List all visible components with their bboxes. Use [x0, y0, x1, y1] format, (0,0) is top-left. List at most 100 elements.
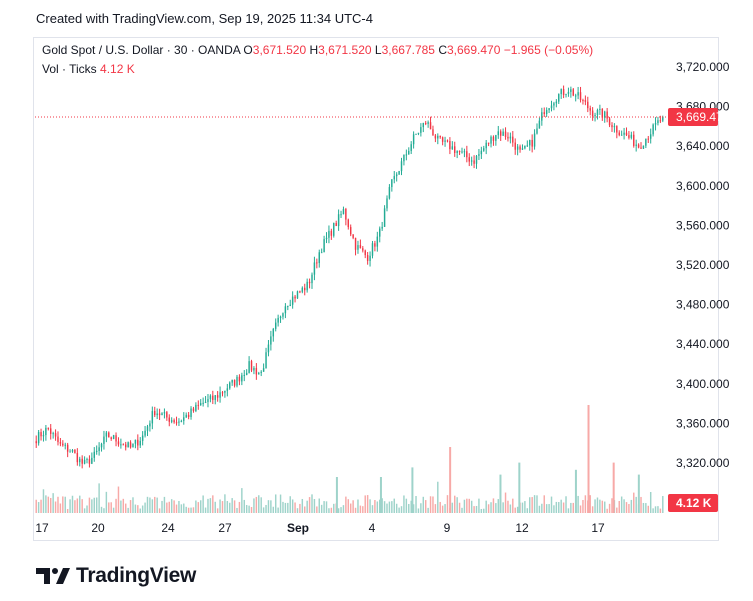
ohlc-legend: Gold Spot / U.S. Dollar · 30 · OANDA O3,…	[42, 43, 593, 57]
candle-body	[214, 395, 216, 400]
volume-bar	[294, 502, 296, 513]
volume-bar	[492, 498, 495, 513]
candle-body	[429, 122, 432, 130]
volume-bar	[441, 505, 444, 513]
volume-bar	[243, 499, 245, 513]
volume-bar	[83, 508, 86, 513]
candle-body	[657, 120, 659, 124]
volume-bar	[306, 500, 308, 513]
volume-bar	[432, 496, 434, 513]
candle-body	[299, 291, 301, 293]
candle-body	[347, 219, 350, 228]
volume-bar	[635, 496, 637, 513]
volume-bar	[649, 492, 652, 513]
volume-bar	[161, 500, 163, 513]
candle-body	[608, 118, 611, 126]
candle-body	[289, 304, 291, 307]
volume-bar	[207, 498, 209, 513]
candle-body	[444, 140, 446, 142]
volume-bar	[311, 494, 313, 513]
volume-bar	[224, 494, 226, 513]
volume-spike	[518, 462, 521, 513]
candle-body	[371, 243, 374, 256]
volume-bar	[265, 504, 267, 513]
change-value: −1.965 (−0.05%)	[503, 43, 594, 57]
price-axis[interactable]: 3,720.0003,680.0003,640.0003,600.0003,56…	[676, 60, 730, 470]
volume-bar	[485, 500, 487, 513]
candle-body	[369, 255, 371, 261]
candle-body	[274, 322, 277, 329]
candle-body	[139, 440, 141, 446]
candle-body	[221, 392, 224, 394]
volume-bar	[633, 492, 635, 513]
symbol-title[interactable]: Gold Spot / U.S. Dollar · 30 · OANDA	[42, 43, 241, 57]
volume-value-label: 4.12 K	[676, 496, 712, 510]
candle-body	[137, 439, 139, 446]
time-tick-label: 17	[591, 521, 605, 535]
candle-body	[480, 150, 483, 155]
volume-bar	[54, 501, 57, 513]
candle-body	[141, 435, 144, 441]
candle-body	[381, 226, 383, 229]
candle-body	[374, 243, 376, 247]
volume-bar	[466, 498, 468, 513]
candle-body	[623, 132, 625, 135]
time-axis[interactable]: 17 20 24 27 Sep 4 9 12 17	[35, 521, 605, 535]
candle-body	[108, 432, 110, 438]
volume-spike	[379, 477, 382, 513]
volume-bar	[333, 503, 335, 513]
volume-bar	[543, 495, 545, 513]
candle-body	[318, 252, 320, 264]
candle-body	[100, 443, 103, 448]
candle-body	[446, 140, 449, 142]
volume-bar	[577, 495, 579, 513]
low-value: 3,667.785	[381, 43, 435, 57]
volume-bar	[270, 500, 272, 513]
volume-bar	[654, 506, 657, 513]
volume-bar	[81, 499, 83, 513]
candle-body	[611, 125, 613, 128]
candle-body	[594, 115, 596, 117]
volume-spike	[411, 467, 414, 513]
candle-body	[441, 137, 444, 142]
candle-body	[570, 89, 572, 92]
candle-body	[410, 144, 412, 151]
candle-body	[642, 145, 645, 149]
volume-bar	[516, 506, 519, 513]
volume-bar	[606, 508, 608, 513]
candle-body	[120, 444, 122, 446]
volume-bar	[560, 499, 562, 513]
candle-body	[134, 439, 137, 444]
volume-bar	[381, 498, 383, 513]
candle-body	[69, 451, 71, 453]
candle-body	[625, 132, 628, 136]
volume-bar	[647, 505, 650, 513]
candle-body	[132, 443, 134, 448]
price-tick-label: 3,320.000	[676, 456, 730, 470]
candle-body	[630, 134, 633, 138]
volume-bar	[480, 508, 483, 513]
volume-bar	[570, 502, 572, 513]
volume-bar	[589, 495, 591, 513]
volume-bar	[521, 502, 524, 513]
candle-body	[124, 444, 127, 448]
candle-body	[207, 399, 209, 402]
candle-body	[76, 452, 79, 463]
candle-body	[366, 255, 369, 261]
candle-body	[541, 112, 543, 121]
volume-bar	[347, 499, 350, 513]
candle-body	[553, 103, 555, 106]
volume-bar	[483, 508, 485, 513]
candle-body	[57, 436, 59, 443]
tradingview-brand[interactable]: TradingView	[36, 564, 196, 588]
volume-bar	[490, 502, 492, 513]
volume-spike	[449, 447, 452, 513]
candle-body	[415, 133, 417, 135]
candle-body	[168, 417, 170, 422]
time-tick-label: Sep	[287, 521, 309, 535]
candle-body	[391, 179, 393, 188]
volume-bar	[439, 501, 441, 513]
volume-bar	[567, 508, 570, 513]
volume-legend-label[interactable]: Vol · Ticks	[42, 62, 97, 76]
